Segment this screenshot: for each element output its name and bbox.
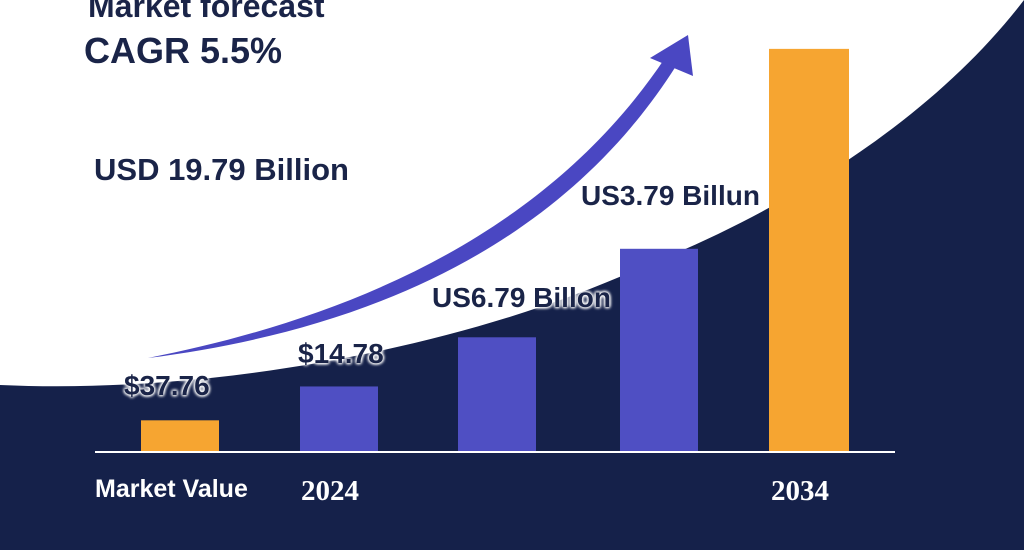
bar-2 — [300, 386, 378, 452]
x-axis-label: Market Value — [95, 475, 248, 503]
data-label-4: US3.79 Billun — [581, 180, 760, 211]
trend-arrow-head — [650, 35, 693, 76]
data-label-1: $37.76 — [124, 370, 210, 401]
bar-5 — [769, 48, 849, 453]
headline-value: USD 19.79 Billion — [94, 152, 349, 187]
data-label-2: $14.78 — [298, 338, 384, 369]
bar-4 — [620, 248, 698, 452]
x-tick-label-2034: 2034 — [771, 475, 829, 507]
x-tick-label-2024: 2024 — [301, 475, 359, 507]
bar-1 — [141, 420, 219, 452]
chart-title: Market forecast — [88, 0, 325, 24]
cagr-subtitle: CAGR 5.5% — [84, 30, 283, 71]
bar-3 — [458, 337, 536, 452]
bar-group — [141, 48, 849, 453]
data-label-3: US6.79 Billon — [432, 282, 611, 313]
